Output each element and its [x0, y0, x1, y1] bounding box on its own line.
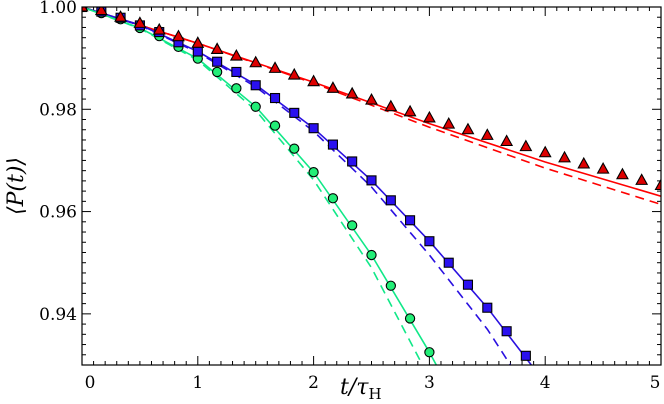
series-markers — [82, 7, 661, 361]
data-point-triangle — [384, 99, 398, 112]
data-point-triangle — [538, 145, 552, 158]
data-point-triangle — [500, 134, 514, 147]
series-triangle-dashed-line — [82, 7, 661, 206]
data-point-circle — [385, 280, 396, 291]
data-point-triangle — [268, 61, 282, 73]
y-tick-label: 1.00 — [39, 0, 77, 18]
y-tick-label: 0.96 — [39, 203, 77, 223]
x-tick-label: 3 — [424, 373, 435, 393]
series-square-dashed-line — [82, 7, 512, 365]
data-point-triangle — [249, 55, 263, 68]
data-point-circle — [231, 83, 242, 94]
data-point-triangle — [461, 122, 475, 135]
data-point-square — [443, 257, 454, 268]
y-tick-label: 0.98 — [39, 100, 77, 120]
data-point-square — [462, 279, 474, 290]
data-point-triangle — [635, 173, 649, 185]
data-point-square — [520, 350, 531, 361]
data-point-triangle — [654, 178, 661, 191]
data-point-circle — [250, 101, 261, 112]
data-point-triangle — [558, 150, 571, 163]
data-point-square — [192, 46, 203, 57]
series-circle-dashed-line — [82, 7, 424, 365]
data-point-circle — [269, 120, 281, 131]
x-tick-label: 2 — [308, 373, 319, 393]
data-point-square — [501, 326, 512, 337]
x-tick-label: 0 — [85, 373, 96, 393]
data-point-square — [385, 195, 396, 206]
data-point-triangle — [422, 110, 436, 123]
series-circle-solid-line — [82, 7, 438, 365]
data-point-triangle — [519, 139, 533, 152]
data-point-triangle — [152, 22, 166, 35]
y-axis-label: ⟨P(t)⟩ — [4, 157, 29, 215]
data-point-triangle — [94, 7, 108, 16]
data-point-triangle — [365, 92, 378, 105]
data-point-square — [289, 107, 300, 118]
plot-frame — [81, 6, 662, 366]
data-point-circle — [366, 249, 377, 261]
x-tick-label: 4 — [540, 373, 551, 393]
data-point-triangle — [191, 36, 205, 48]
series-lines — [82, 7, 661, 365]
data-point-circle — [327, 193, 339, 204]
data-point-square — [482, 302, 493, 313]
data-point-triangle — [616, 167, 629, 180]
x-axis-label: t/τH — [340, 375, 382, 403]
data-point-triangle — [577, 156, 591, 169]
data-point-circle — [308, 167, 319, 178]
data-point-triangle — [345, 86, 359, 99]
data-point-square — [250, 80, 261, 91]
data-point-circle — [424, 347, 435, 358]
data-point-circle — [347, 220, 358, 231]
data-point-square — [405, 215, 416, 226]
data-point-triangle — [403, 104, 417, 117]
data-point-triangle — [287, 67, 301, 80]
series-square-solid-line — [82, 7, 532, 365]
data-point-triangle — [172, 29, 185, 42]
data-point-square — [366, 175, 377, 186]
x-tick-label: 1 — [192, 373, 203, 393]
data-point-square — [212, 56, 223, 67]
data-point-triangle — [210, 42, 224, 54]
data-point-triangle — [307, 74, 321, 87]
x-axis-label-main: t/τ — [340, 375, 369, 400]
y-tick-label: 0.94 — [39, 305, 77, 325]
data-point-triangle — [480, 128, 494, 140]
data-point-triangle — [442, 116, 456, 129]
data-point-triangle — [326, 81, 340, 93]
data-point-circle — [404, 313, 416, 324]
data-point-triangle — [133, 16, 147, 28]
data-point-square — [347, 156, 358, 167]
data-point-square — [327, 139, 338, 150]
tick-labels: 0 1 2 3 4 5 0.94 0.96 0.98 1.00 — [39, 0, 660, 393]
data-point-circle — [289, 143, 300, 154]
data-point-triangle — [596, 161, 610, 174]
x-tick-label: 5 — [650, 373, 661, 393]
data-point-square — [424, 236, 435, 247]
axis-ticks — [81, 6, 662, 366]
data-point-triangle — [82, 7, 89, 12]
data-point-triangle — [229, 48, 243, 61]
data-point-square — [231, 66, 242, 78]
data-point-circle — [211, 66, 223, 78]
x-axis-label-subscript: H — [368, 385, 381, 403]
data-point-square — [269, 92, 281, 104]
data-point-square — [308, 123, 319, 134]
data-point-triangle — [114, 10, 127, 22]
